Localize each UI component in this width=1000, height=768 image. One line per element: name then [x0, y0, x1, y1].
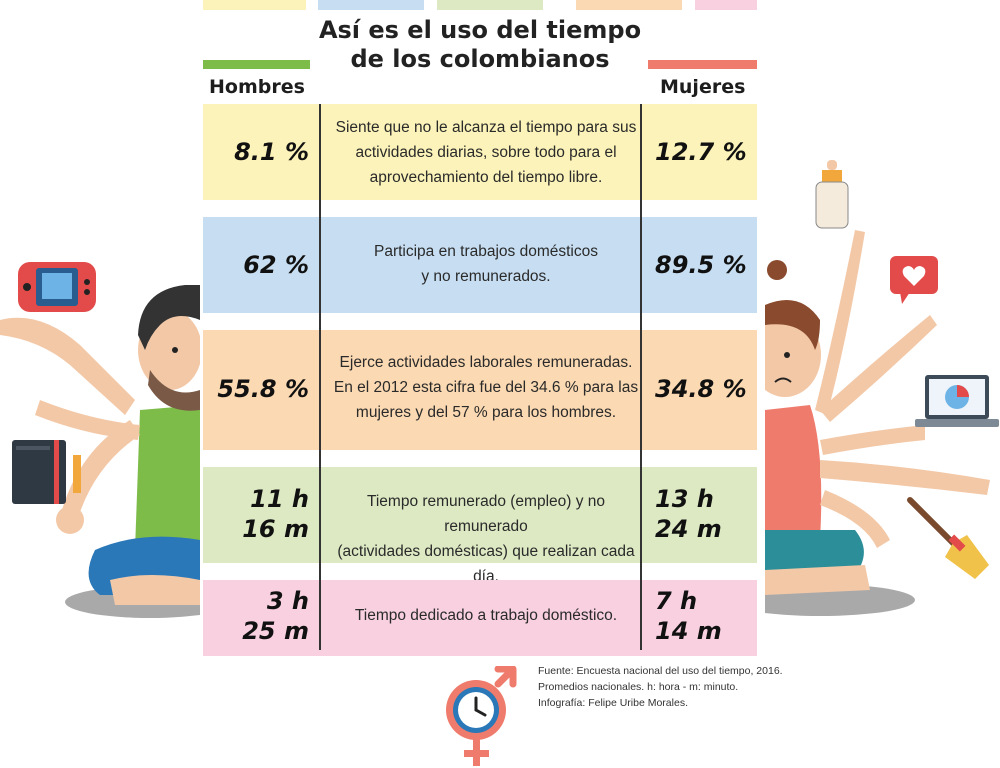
women-value: 13 h 24 m [655, 485, 722, 543]
title-line-1: Así es el uso del tiempo [318, 16, 642, 44]
women-header: Mujeres [660, 76, 746, 98]
top-strip-pink [695, 0, 757, 10]
top-strip-orange [576, 0, 682, 10]
men-header-bar [203, 60, 310, 69]
man-illustration [0, 285, 200, 618]
women-value: 7 h 14 m [655, 587, 722, 645]
source-notes: Fuente: Encuesta nacional del uso del ti… [538, 663, 783, 711]
women-value: 89.5 % [655, 251, 747, 279]
notebook-icon [12, 440, 66, 504]
row-description: Tiempo remunerado (empleo) y no remunera… [337, 493, 635, 585]
top-strip-yellow [203, 0, 306, 10]
row-description: Siente que no le alcanza el tiempo para … [335, 119, 637, 186]
top-strip-green [437, 0, 543, 10]
row-5: 3 h 25 m Tiempo dedicado a trabajo domést… [203, 580, 757, 656]
right-column-divider [640, 104, 642, 650]
laptop-chart-icon [915, 375, 999, 427]
women-value: 34.8 % [655, 375, 747, 403]
gender-clock-icon [446, 666, 517, 766]
woman-illustration [765, 230, 990, 616]
game-console-icon [18, 262, 96, 312]
row-description: Participa en trabajos domésticos y no rem… [373, 243, 598, 285]
row-description: Ejerce actividades laborales remuneradas… [333, 354, 639, 421]
men-value: 3 h 25 m [242, 587, 309, 645]
row-description: Tiempo dedicado a trabajo doméstico. [354, 607, 618, 624]
men-value: 8.1 % [234, 138, 309, 166]
men-value: 55.8 % [217, 375, 309, 403]
heart-chat-icon [890, 256, 938, 304]
baby-bottle-icon [815, 160, 849, 229]
row-3: 55.8 % Ejerce actividades laborales remu… [203, 330, 757, 450]
women-header-bar [648, 60, 757, 69]
row-2: 62 % Participa en trabajos domésticos y n… [203, 217, 757, 313]
top-strip-blue [318, 0, 424, 10]
left-column-divider [319, 104, 321, 650]
credit-line: Infografía: Felipe Uribe Morales. [538, 697, 688, 709]
women-value: 12.7 % [655, 138, 747, 166]
row-1: 8.1 % Siente que no le alcanza el tiempo… [203, 104, 757, 200]
men-value: 11 h 16 m [242, 485, 309, 543]
source-line: Fuente: Encuesta nacional del uso del ti… [538, 665, 783, 677]
row-4: 11 h 16 m Tiempo remunerado (empleo) y no… [203, 467, 757, 585]
men-value: 62 % [243, 251, 309, 279]
title-line-2: de los colombianos [350, 45, 610, 73]
notes-line: Promedios nacionales. h: hora - m: minut… [538, 681, 739, 693]
broom-icon [907, 497, 989, 579]
page-title: Así es el uso del tiempo de los colombia… [300, 16, 660, 74]
men-header: Hombres [209, 76, 305, 98]
pencil-icon [73, 455, 81, 503]
